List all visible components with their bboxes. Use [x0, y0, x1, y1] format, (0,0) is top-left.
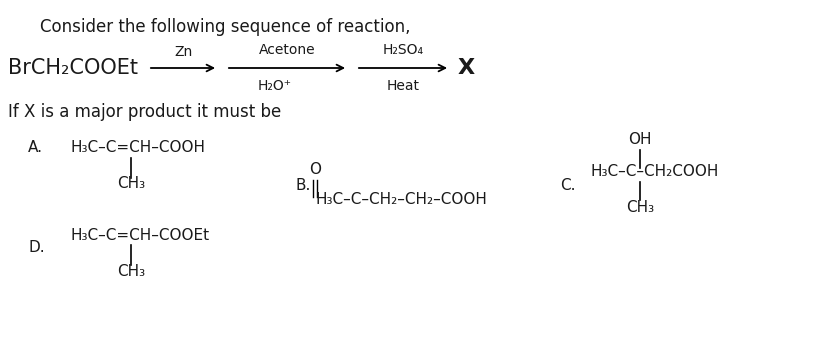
Text: CH₃: CH₃	[117, 176, 145, 190]
Text: H₃C–C–CH₂–CH₂–COOH: H₃C–C–CH₂–CH₂–COOH	[315, 193, 487, 207]
Text: A.: A.	[28, 140, 43, 156]
Text: X: X	[458, 58, 475, 78]
Text: H₃C–C–CH₂COOH: H₃C–C–CH₂COOH	[590, 164, 718, 180]
Text: C.: C.	[560, 177, 576, 193]
Text: If X is a major product it must be: If X is a major product it must be	[8, 103, 282, 121]
Text: Acetone: Acetone	[259, 43, 315, 57]
Text: OH: OH	[628, 132, 652, 147]
Text: H₃C–C=CH–COOEt: H₃C–C=CH–COOEt	[70, 227, 210, 243]
Text: Heat: Heat	[386, 79, 420, 93]
Text: CH₃: CH₃	[117, 264, 145, 279]
Text: H₂SO₄: H₂SO₄	[382, 43, 423, 57]
Text: D.: D.	[28, 240, 44, 256]
Text: Consider the following sequence of reaction,: Consider the following sequence of react…	[40, 18, 411, 36]
Text: O: O	[309, 163, 321, 177]
Text: H₃C–C=CH–COOH: H₃C–C=CH–COOH	[70, 140, 205, 156]
Text: B.: B.	[295, 177, 310, 193]
Text: Zn: Zn	[173, 45, 192, 59]
Text: BrCH₂COOEt: BrCH₂COOEt	[8, 58, 138, 78]
Text: H₂O⁺: H₂O⁺	[258, 79, 292, 93]
Text: CH₃: CH₃	[626, 200, 654, 214]
